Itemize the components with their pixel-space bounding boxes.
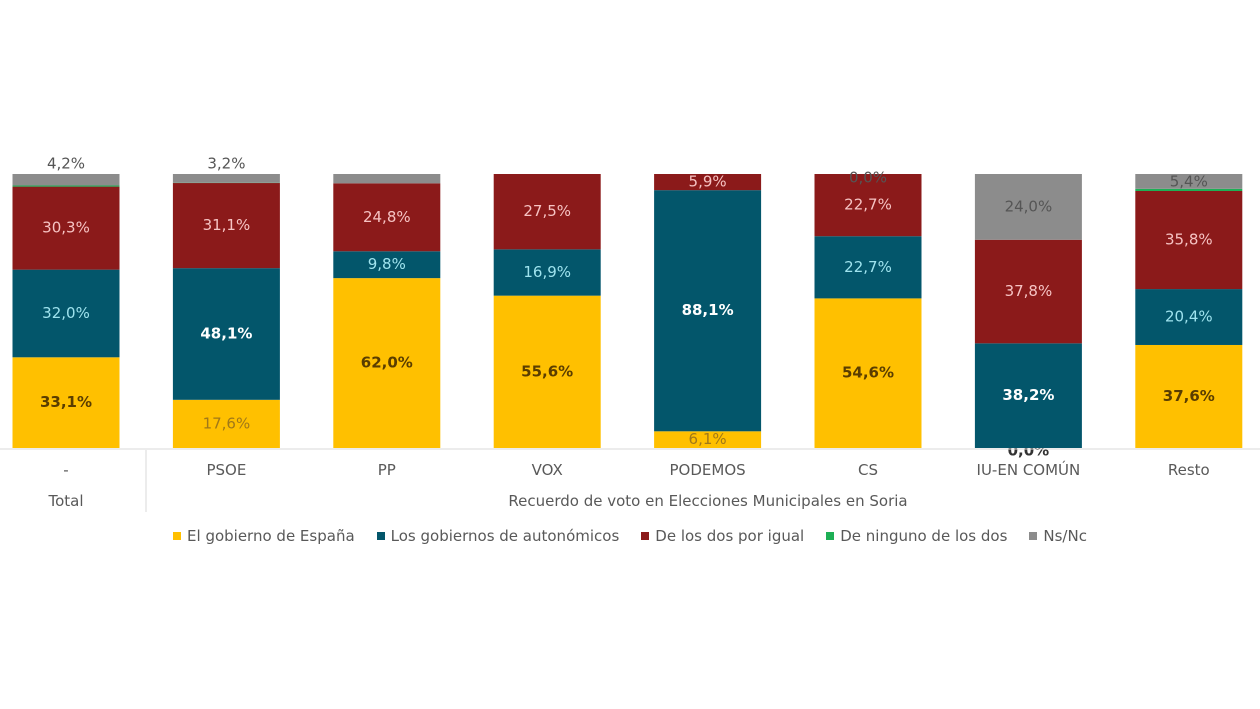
bar-segment: [1135, 188, 1243, 191]
bar-segment: [12, 186, 120, 270]
data-label: 22,7%: [844, 196, 892, 214]
legend-label: Los gobiernos de autonómicos: [390, 527, 620, 545]
data-label: 17,6%: [203, 414, 251, 432]
data-label: 24,0%: [1005, 197, 1053, 215]
bar-segment: [974, 174, 1082, 240]
bar-segment: [12, 269, 120, 358]
legend-label: De los dos por igual: [655, 527, 805, 545]
data-label: 5,9%: [689, 173, 727, 191]
data-label: 0,0%: [849, 169, 887, 187]
legend-label: De ninguno de los dos: [840, 527, 1008, 545]
legend-item: El gobierno de España: [173, 527, 355, 545]
data-label: 38,2%: [1002, 386, 1054, 404]
bar-segment: [654, 431, 762, 448]
category-label: PP: [378, 461, 396, 479]
bar-segment: [333, 174, 441, 184]
category-label: IU-EN COMÚN: [977, 460, 1081, 479]
data-label: 32,0%: [42, 304, 90, 322]
data-label: 22,7%: [844, 258, 892, 276]
data-label: 35,8%: [1165, 231, 1213, 249]
data-label: 5,4%: [1170, 173, 1208, 191]
bar-segment: [493, 174, 601, 250]
bar-segment: [974, 239, 1082, 344]
category-label: CS: [858, 461, 878, 479]
data-label: 31,1%: [203, 216, 251, 234]
legend-item: De ninguno de los dos: [826, 527, 1007, 545]
group-label-total: Total: [47, 492, 83, 510]
data-label: 88,1%: [682, 301, 734, 319]
data-label: 30,3%: [42, 219, 90, 237]
bar-segment: [172, 399, 280, 448]
data-label: 37,8%: [1005, 282, 1053, 300]
bar-segment: [814, 174, 922, 237]
legend-label: Ns/Nc: [1043, 527, 1087, 545]
bar-segment: [172, 183, 280, 269]
legend-swatch: [641, 532, 650, 540]
bar-segment: [12, 185, 120, 187]
legend: El gobierno de España Los gobiernos de au…: [0, 527, 1260, 545]
bar-segment: [1135, 289, 1243, 345]
bar-segment: [12, 174, 120, 186]
bar-segment: [654, 190, 762, 432]
bar-segment: [814, 236, 922, 299]
category-label: -: [63, 461, 68, 479]
data-label: 20,4%: [1165, 308, 1213, 326]
data-label: 3,2%: [207, 155, 245, 173]
data-label: 24,8%: [363, 208, 411, 226]
category-label: PODEMOS: [670, 461, 746, 479]
legend-swatch: [173, 532, 182, 540]
data-label: 27,5%: [523, 202, 571, 220]
bar-segment: [654, 174, 762, 191]
data-label: 4,2%: [47, 155, 85, 173]
x-axis-title: Recuerdo de voto en Elecciones Municipal…: [508, 492, 907, 510]
legend-item: Ns/Nc: [1029, 527, 1087, 545]
bar-segment: [1135, 174, 1243, 189]
bar-segment: [172, 268, 280, 400]
legend-item: De los dos por igual: [641, 527, 804, 545]
data-label: 33,1%: [40, 393, 92, 411]
category-label: VOX: [532, 461, 563, 479]
data-label: 16,9%: [523, 263, 571, 281]
legend-swatch: [826, 532, 835, 540]
bar-segment: [493, 295, 601, 448]
bar-segment: [974, 343, 1082, 448]
bar-segment: [333, 183, 441, 252]
bar-segment: [172, 174, 280, 183]
legend-swatch: [1029, 532, 1038, 540]
legend-label: El gobierno de España: [187, 527, 355, 545]
category-label: Resto: [1168, 461, 1210, 479]
bar-segment: [12, 357, 120, 448]
bar-segment: [333, 278, 441, 448]
legend-swatch: [376, 532, 385, 540]
category-label: PSOE: [206, 461, 246, 479]
data-label: 54,6%: [842, 364, 894, 382]
bar-segment: [333, 251, 441, 279]
bar-segment: [1135, 344, 1243, 448]
data-label: 37,6%: [1163, 387, 1215, 405]
bar-segment: [493, 249, 601, 296]
data-label: 6,1%: [689, 430, 727, 448]
data-label: 9,8%: [368, 255, 406, 273]
bar-segment: [1135, 190, 1243, 290]
bar-segment: [814, 298, 922, 448]
data-label: 48,1%: [200, 324, 252, 342]
data-label: 55,6%: [521, 362, 573, 380]
data-label: 62,0%: [361, 354, 413, 372]
legend-item: Los gobiernos de autonómicos: [376, 527, 620, 545]
